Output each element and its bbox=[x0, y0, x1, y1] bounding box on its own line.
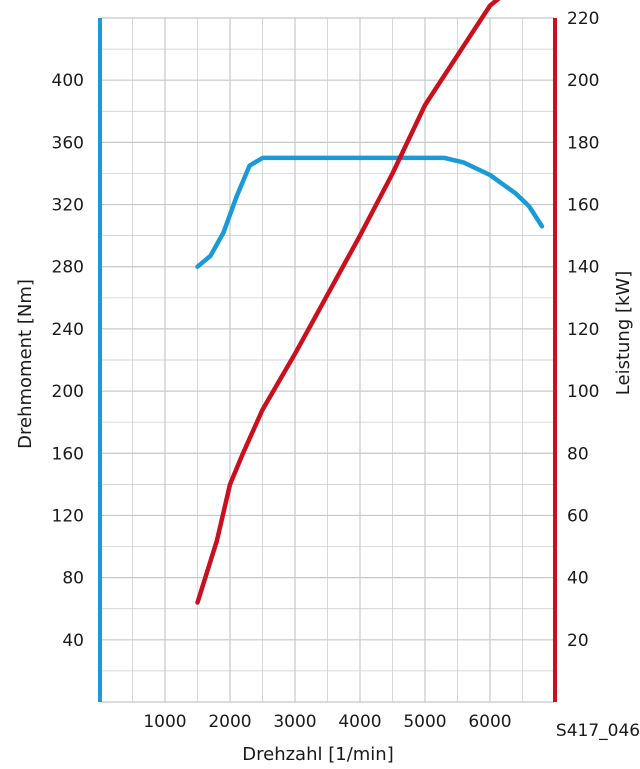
grid bbox=[100, 17, 555, 702]
axes bbox=[98, 18, 557, 703]
left-tick-label: 360 bbox=[52, 133, 84, 153]
power-curve bbox=[195, 0, 501, 605]
x-tick-label: 3000 bbox=[273, 712, 316, 732]
left-tick-label: 200 bbox=[52, 382, 84, 402]
x-tick-label: 1000 bbox=[143, 712, 186, 732]
right-tick-label: 100 bbox=[567, 382, 599, 402]
right-tick-label: 160 bbox=[567, 196, 599, 216]
figure-id: S417_046 bbox=[556, 721, 640, 741]
right-tick-label: 140 bbox=[567, 258, 599, 278]
right-tick-label: 80 bbox=[567, 444, 589, 464]
right-tick-label: 200 bbox=[567, 71, 599, 91]
left-tick-label: 160 bbox=[52, 444, 84, 464]
right-tick-label: 120 bbox=[567, 320, 599, 340]
torque-curve bbox=[195, 155, 545, 269]
right-tick-label: 20 bbox=[567, 631, 589, 651]
x-tick-label: 6000 bbox=[468, 712, 511, 732]
left-tick-label: 280 bbox=[52, 258, 84, 278]
series-group bbox=[195, 0, 545, 605]
left-tick-label: 400 bbox=[52, 71, 84, 91]
left-axis-title: Drehmoment [Nm] bbox=[15, 279, 36, 449]
x-tick-label: 5000 bbox=[403, 712, 446, 732]
right-axis-title: Leistung [kW] bbox=[613, 271, 634, 395]
right-tick-label: 40 bbox=[567, 569, 589, 589]
left-tick-label: 40 bbox=[62, 631, 84, 651]
right-tick-label: 60 bbox=[567, 506, 589, 526]
x-axis-title: Drehzahl [1/min] bbox=[242, 744, 393, 765]
left-tick-label: 320 bbox=[52, 196, 84, 216]
x-tick-label: 2000 bbox=[208, 712, 251, 732]
tick-labels: 1000 2000 3000 4000 5000 6000 40 80 120 160 200 240… bbox=[52, 9, 600, 732]
left-tick-label: 80 bbox=[62, 569, 84, 589]
x-tick-label: 4000 bbox=[338, 712, 381, 732]
left-tick-label: 240 bbox=[52, 320, 84, 340]
right-tick-label: 180 bbox=[567, 133, 599, 153]
right-tick-label: 220 bbox=[567, 9, 599, 29]
left-tick-label: 120 bbox=[52, 506, 84, 526]
